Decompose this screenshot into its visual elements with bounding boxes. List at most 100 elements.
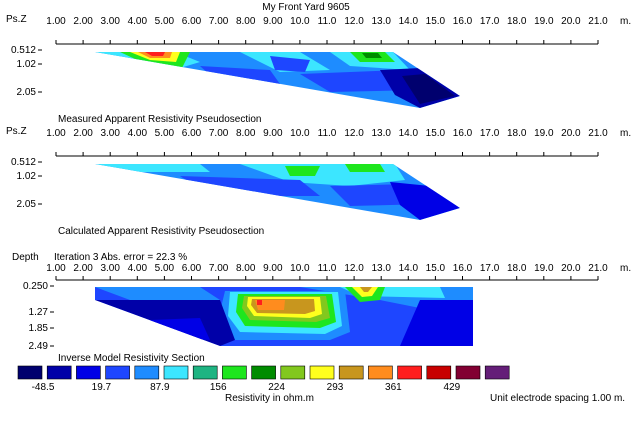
x-tick-label: 17.0 [480,263,500,274]
calculated-panel: Ps.Z 1.00 2.00 3.00 4.00 5.00 6.00 7.00 8.00 9.0… [6,126,631,237]
x-tick-label: 21.0 [588,16,608,27]
x-tick-label: 10.0 [290,263,310,274]
x-tick-label: 15.0 [426,263,446,274]
inverse-section-plot [95,287,473,346]
x-tick-label: 17.0 [480,16,500,27]
x-tick-label: 14.0 [399,128,419,139]
legend-swatch [192,365,218,380]
x-tick-label: 19.0 [534,128,554,139]
x-tick-label: 4.00 [128,263,148,274]
x-tick-label: 2.00 [73,263,93,274]
depth-tick: 1.02 [17,171,37,182]
inverse-depth-axis: 0.250 1.27 1.85 2.49 [23,281,54,352]
x-tick-label: 4.00 [128,16,148,27]
legend-value: 224 [268,382,285,393]
legend-value: 87.9 [150,382,170,393]
legend-swatch [76,365,101,380]
x-tick-label: 14.0 [399,16,419,27]
inverse-x-axis: 1.00 2.00 3.00 4.00 5.00 6.00 7.00 8.00 9.00 10.0… [46,263,631,281]
legend-swatch [397,365,422,380]
depth-tick: 0.512 [11,157,36,168]
x-tick-label: 20.0 [561,263,581,274]
legend-swatch [134,365,160,380]
legend-value: 156 [210,382,227,393]
x-unit-label: m. [620,128,631,139]
calculated-axis-label: Ps.Z [6,126,27,137]
x-tick-label: 3.00 [100,263,120,274]
legend-swatch [484,365,510,380]
x-tick-label: 6.00 [182,128,202,139]
x-tick-label: 6.00 [182,263,202,274]
x-tick-label: 13.0 [371,16,391,27]
calculated-caption: Calculated Apparent Resistivity Pseudose… [58,226,264,237]
x-tick-label: 2.00 [73,16,93,27]
measured-section-plot [95,52,460,108]
x-tick-label: 13.0 [371,128,391,139]
legend-swatch [17,365,43,380]
x-tick-label: 20.0 [561,128,581,139]
measured-x-axis: 1.00 2.00 3.00 4.00 5.00 6.00 7.00 8.00 9.00 10.0… [46,16,631,45]
depth-tick: 2.05 [17,199,37,210]
legend-swatch [309,365,335,380]
color-legend: -48.5 19.7 87.9 156 224 293 361 429 Resistivity… [17,365,625,404]
x-tick-label: 15.0 [426,16,446,27]
x-tick-label: 5.00 [155,128,175,139]
figure-title: My Front Yard 9605 [262,2,350,13]
legend-value: -48.5 [32,382,55,393]
x-tick-label: 6.00 [182,16,202,27]
depth-tick: 2.05 [17,87,37,98]
legend-value: 19.7 [92,382,112,393]
depth-tick: 1.02 [17,59,37,70]
inverse-panel: Depth Iteration 3 Abs. error = 22.3 % 1.… [12,252,631,364]
depth-tick: 0.512 [11,45,36,56]
legend-value: 361 [385,382,402,393]
x-tick-label: 8.00 [236,128,256,139]
x-tick-label: 16.0 [453,263,473,274]
depth-tick: 2.49 [29,341,49,352]
legend-swatch [280,365,306,380]
iteration-text: Iteration 3 Abs. error = 22.3 % [54,252,187,263]
legend-swatch [105,365,130,380]
legend-value: 429 [443,382,460,393]
measured-caption: Measured Apparent Resistivity Pseudosect… [58,114,261,125]
x-tick-label: 3.00 [100,128,120,139]
x-tick-label: 12.0 [344,263,364,274]
x-tick-label: 11.0 [318,263,337,274]
x-tick-label: 9.00 [263,263,283,274]
calculated-section-plot [95,164,460,220]
depth-tick: 0.250 [23,281,48,292]
x-tick-label: 5.00 [155,16,175,27]
calculated-depth-axis: 0.512 1.02 2.05 [11,157,42,210]
x-tick-label: 2.00 [73,128,93,139]
legend-swatch [46,365,72,380]
x-tick-label: 11.0 [318,16,337,27]
x-tick-label: 21.0 [588,128,608,139]
x-tick-label: 16.0 [453,16,473,27]
legend-swatch [251,365,276,380]
legend-values: -48.5 19.7 87.9 156 224 293 361 429 [32,382,461,393]
units-label: Resistivity in ohm.m [225,393,314,404]
x-tick-label: 15.0 [426,128,446,139]
x-tick-label: 18.0 [507,16,527,27]
spacing-label: Unit electrode spacing 1.00 m. [490,393,625,404]
x-tick-label: 21.0 [588,263,608,274]
x-tick-label: 12.0 [344,16,364,27]
measured-depth-axis: 0.512 1.02 2.05 [11,45,42,98]
x-tick-label: 19.0 [534,16,554,27]
x-tick-label: 19.0 [534,263,554,274]
x-tick-label: 20.0 [561,16,581,27]
depth-tick: 1.85 [29,323,49,334]
x-tick-label: 1.00 [46,128,66,139]
x-unit-label: m. [620,16,631,27]
x-tick-label: 7.00 [209,263,229,274]
x-tick-label: 17.0 [480,128,500,139]
legend-swatch [426,365,452,380]
x-tick-label: 14.0 [399,263,419,274]
x-tick-label: 1.00 [46,16,66,27]
x-tick-label: 3.00 [100,16,120,27]
x-tick-label: 9.00 [263,16,283,27]
inverse-caption: Inverse Model Resistivity Section [58,353,205,364]
x-tick-label: 10.0 [290,16,310,27]
depth-tick: 1.27 [29,307,49,318]
legend-swatch [368,365,393,380]
